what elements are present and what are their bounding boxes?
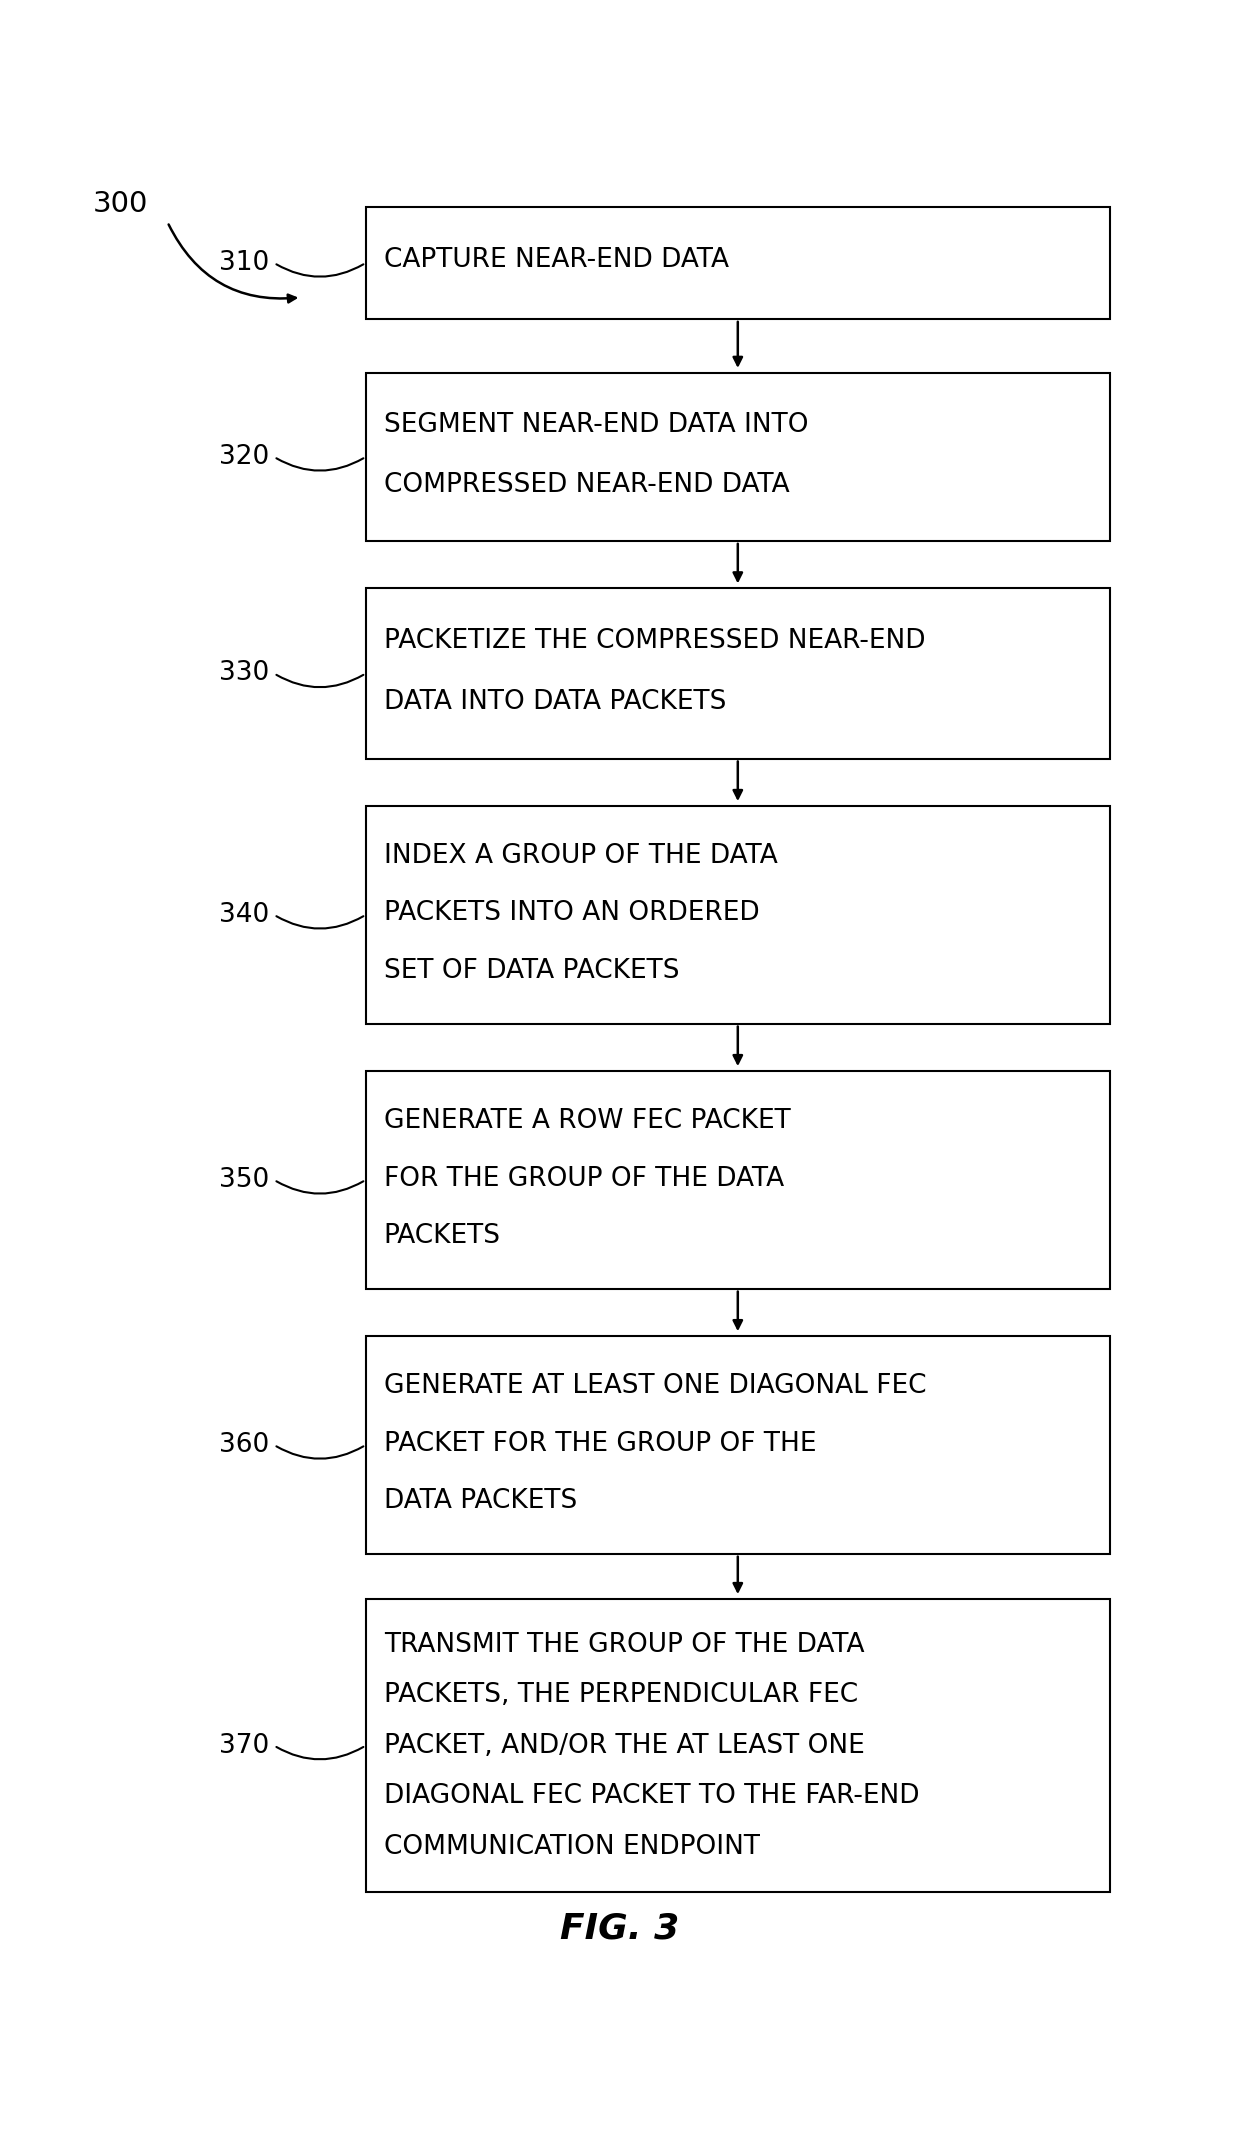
Bar [366,1336,1110,1554]
Text: 320: 320 [218,444,269,470]
Text: GENERATE AT LEAST ONE DIAGONAL FEC: GENERATE AT LEAST ONE DIAGONAL FEC [384,1373,926,1399]
Bar [366,1599,1110,1892]
Text: DIAGONAL FEC PACKET TO THE FAR-END: DIAGONAL FEC PACKET TO THE FAR-END [384,1784,919,1810]
Bar [366,373,1110,541]
Text: SET OF DATA PACKETS: SET OF DATA PACKETS [384,957,680,983]
Bar [366,207,1110,319]
Text: PACKETS, THE PERPENDICULAR FEC: PACKETS, THE PERPENDICULAR FEC [384,1683,858,1709]
Text: 300: 300 [93,190,149,218]
Bar [366,1071,1110,1289]
Bar [366,806,1110,1024]
Text: DATA INTO DATA PACKETS: DATA INTO DATA PACKETS [384,690,727,715]
Text: PACKETS: PACKETS [384,1222,501,1248]
Text: PACKET FOR THE GROUP OF THE: PACKET FOR THE GROUP OF THE [384,1431,816,1457]
Text: PACKETIZE THE COMPRESSED NEAR-END: PACKETIZE THE COMPRESSED NEAR-END [384,627,925,653]
Text: TRANSMIT THE GROUP OF THE DATA: TRANSMIT THE GROUP OF THE DATA [384,1631,864,1657]
Text: GENERATE A ROW FEC PACKET: GENERATE A ROW FEC PACKET [384,1108,791,1134]
Text: 330: 330 [218,659,269,687]
Bar [366,588,1110,759]
Text: 340: 340 [218,901,269,929]
Text: COMMUNICATION ENDPOINT: COMMUNICATION ENDPOINT [384,1834,760,1860]
Text: SEGMENT NEAR-END DATA INTO: SEGMENT NEAR-END DATA INTO [384,412,808,437]
Text: INDEX A GROUP OF THE DATA: INDEX A GROUP OF THE DATA [384,843,777,868]
Text: DATA PACKETS: DATA PACKETS [384,1487,577,1513]
Text: 360: 360 [218,1431,269,1459]
Text: 350: 350 [218,1166,269,1194]
Text: 370: 370 [218,1733,269,1758]
Text: COMPRESSED NEAR-END DATA: COMPRESSED NEAR-END DATA [384,472,790,498]
Text: CAPTURE NEAR-END DATA: CAPTURE NEAR-END DATA [384,248,729,274]
Text: PACKETS INTO AN ORDERED: PACKETS INTO AN ORDERED [384,901,759,927]
Text: FOR THE GROUP OF THE DATA: FOR THE GROUP OF THE DATA [384,1166,784,1192]
Text: FIG. 3: FIG. 3 [560,1911,680,1946]
Text: PACKET, AND/OR THE AT LEAST ONE: PACKET, AND/OR THE AT LEAST ONE [384,1733,864,1758]
Text: 310: 310 [218,250,269,276]
